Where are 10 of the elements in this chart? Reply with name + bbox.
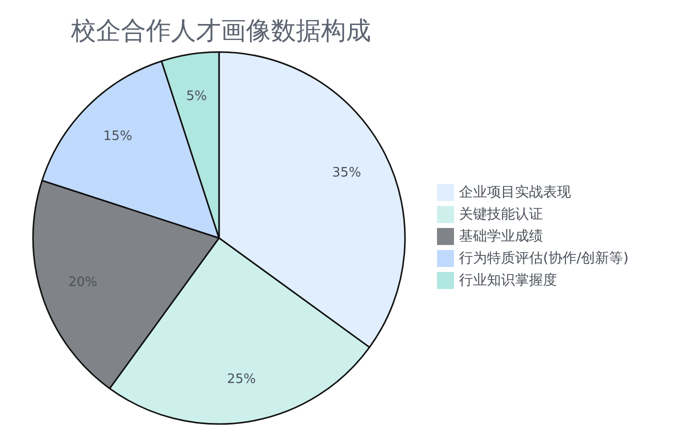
legend-label: 企业项目实战表现 (459, 184, 571, 200)
legend-label: 行业知识掌握度 (459, 272, 557, 288)
data-label: 5% (186, 89, 207, 104)
chart-title: 校企合作人才画像数据构成 (70, 16, 371, 45)
data-label: 35% (332, 165, 362, 180)
legend-label: 关键技能认证 (459, 206, 543, 222)
legend-label: 基础学业成绩 (459, 228, 543, 244)
data-label: 25% (226, 372, 256, 387)
data-label: 15% (103, 129, 132, 144)
legend-label: 行为特质评估(协作/创新等) (459, 250, 629, 266)
